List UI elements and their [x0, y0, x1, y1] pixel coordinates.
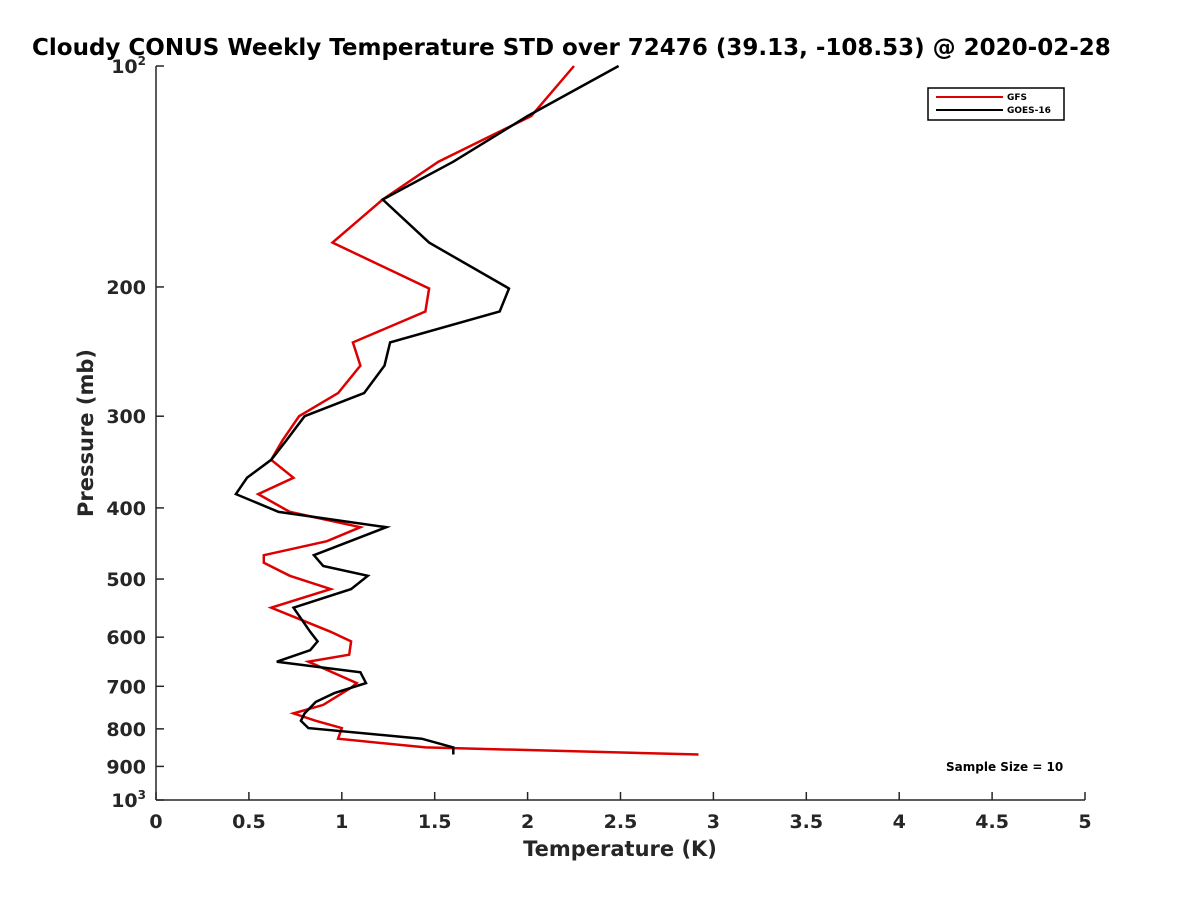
x-axis-label: Temperature (K) — [523, 837, 717, 861]
y-tick-base: 700 — [106, 676, 146, 698]
x-tick-label: 5 — [1078, 811, 1091, 833]
x-tick-label: 0.5 — [232, 811, 266, 833]
x-tick-label: 3.5 — [789, 811, 823, 833]
series-line-gfs — [255, 65, 699, 756]
sample-size-annotation: Sample Size = 10 — [946, 760, 1063, 774]
series-layer — [234, 64, 699, 756]
x-tick-label: 1.5 — [418, 811, 452, 833]
y-tick-base: 400 — [106, 498, 146, 520]
y-tick-label: 300 — [106, 406, 146, 428]
legend-box — [927, 87, 1065, 121]
x-tick-label: 4.5 — [975, 811, 1009, 833]
y-tick-base: 900 — [106, 756, 146, 778]
y-tick-base: 300 — [106, 406, 146, 428]
y-tick-label: 102 — [111, 54, 146, 78]
y-tick-base: 800 — [106, 719, 146, 741]
y-tick-base: 10 — [111, 56, 137, 78]
legend-label-gfs: GFS — [1007, 93, 1027, 103]
legend: GFS GOES-16 — [927, 87, 1065, 121]
y-tick-base: 200 — [106, 277, 146, 299]
y-tick-label: 900 — [106, 756, 146, 778]
x-tick-label: 3 — [707, 811, 720, 833]
legend-label-goes16: GOES-16 — [1007, 106, 1051, 116]
y-tick-label: 800 — [106, 719, 146, 741]
y-tick-base: 10 — [111, 790, 137, 812]
y-tick-label: 103 — [111, 788, 146, 812]
y-tick-label: 200 — [106, 277, 146, 299]
y-tick-base: 600 — [106, 627, 146, 649]
x-ticks: 0 0.5 1 1.5 2 2.5 3 3.5 4 4.5 5 — [149, 792, 1092, 833]
y-tick-label: 500 — [106, 569, 146, 591]
x-tick-label: 2 — [521, 811, 534, 833]
y-tick-label: 600 — [106, 627, 146, 649]
x-tick-label: 0 — [149, 811, 162, 833]
y-tick-exponent: 2 — [138, 54, 146, 68]
series-line-goes16 — [234, 64, 620, 755]
y-axis-label: Pressure (mb) — [74, 349, 98, 517]
y-tick-exponent: 3 — [138, 788, 146, 802]
y-tick-base: 500 — [106, 569, 146, 591]
x-tick-label: 4 — [893, 811, 906, 833]
y-tick-label: 700 — [106, 676, 146, 698]
y-tick-label: 400 — [106, 498, 146, 520]
chart-title: Cloudy CONUS Weekly Temperature STD over… — [32, 35, 1111, 61]
x-tick-label: 2.5 — [604, 811, 638, 833]
x-tick-label: 1 — [335, 811, 348, 833]
